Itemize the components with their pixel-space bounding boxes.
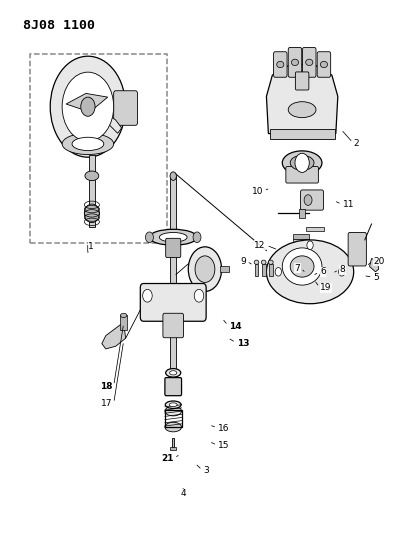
Ellipse shape [169, 403, 177, 407]
Bar [170, 325, 176, 373]
Ellipse shape [306, 59, 313, 66]
Text: 3: 3 [203, 466, 209, 475]
Text: 11: 11 [343, 200, 354, 209]
Text: 13: 13 [237, 338, 249, 348]
Text: 5: 5 [373, 273, 379, 281]
Ellipse shape [84, 204, 100, 223]
Bar [220, 266, 229, 272]
FancyBboxPatch shape [317, 52, 331, 77]
Text: 16: 16 [218, 424, 230, 433]
Bar [170, 256, 176, 285]
Ellipse shape [166, 368, 181, 377]
Circle shape [62, 72, 114, 141]
Text: 14: 14 [229, 321, 241, 330]
Bar [269, 130, 335, 139]
FancyBboxPatch shape [163, 313, 183, 338]
Ellipse shape [268, 260, 273, 264]
FancyBboxPatch shape [302, 47, 316, 77]
Circle shape [307, 241, 313, 249]
FancyBboxPatch shape [140, 284, 206, 321]
Ellipse shape [72, 138, 104, 150]
Bar [121, 316, 127, 330]
Bar [293, 234, 309, 239]
Circle shape [188, 247, 222, 292]
FancyBboxPatch shape [300, 190, 324, 210]
Bar [30, 54, 167, 243]
Polygon shape [66, 93, 108, 112]
FancyBboxPatch shape [114, 91, 137, 125]
Circle shape [142, 289, 152, 302]
Circle shape [275, 268, 281, 276]
Bar [255, 264, 258, 276]
Ellipse shape [159, 232, 187, 242]
Ellipse shape [261, 260, 266, 264]
Text: 17: 17 [101, 399, 113, 408]
FancyBboxPatch shape [288, 47, 302, 77]
FancyBboxPatch shape [286, 166, 318, 183]
Ellipse shape [290, 256, 314, 277]
Ellipse shape [266, 240, 354, 304]
Bar [293, 239, 309, 244]
Bar [269, 264, 273, 276]
Ellipse shape [165, 406, 181, 416]
Ellipse shape [282, 248, 322, 285]
Ellipse shape [277, 61, 284, 68]
Text: 6: 6 [320, 268, 326, 276]
Text: 15: 15 [218, 441, 230, 450]
Ellipse shape [170, 370, 177, 375]
FancyBboxPatch shape [273, 52, 287, 77]
Ellipse shape [320, 61, 328, 68]
Ellipse shape [254, 260, 259, 264]
Text: 19: 19 [320, 283, 332, 292]
Text: 12: 12 [254, 241, 265, 250]
Bar [170, 447, 176, 450]
Text: 1: 1 [88, 242, 94, 251]
Ellipse shape [62, 133, 114, 155]
Bar [165, 409, 181, 427]
Circle shape [295, 154, 309, 172]
FancyBboxPatch shape [165, 377, 181, 395]
FancyBboxPatch shape [348, 232, 367, 266]
Circle shape [81, 97, 95, 116]
Text: 7: 7 [295, 264, 300, 272]
Text: 20: 20 [373, 257, 385, 265]
Text: 4: 4 [180, 489, 186, 498]
Polygon shape [100, 112, 122, 133]
Polygon shape [102, 322, 126, 349]
Text: 21: 21 [161, 455, 174, 463]
Bar [299, 209, 305, 217]
Bar [170, 176, 176, 237]
Polygon shape [369, 259, 378, 272]
Text: 2: 2 [354, 139, 359, 148]
Ellipse shape [85, 171, 99, 181]
Ellipse shape [291, 59, 298, 66]
Polygon shape [266, 64, 338, 134]
Ellipse shape [149, 229, 197, 245]
Text: 10: 10 [252, 187, 263, 196]
Circle shape [304, 195, 312, 205]
FancyBboxPatch shape [166, 238, 181, 257]
Circle shape [50, 56, 126, 157]
Circle shape [339, 268, 345, 276]
Bar [261, 264, 265, 276]
Bar [306, 227, 324, 231]
Ellipse shape [288, 102, 316, 118]
Ellipse shape [282, 151, 322, 175]
FancyBboxPatch shape [295, 72, 309, 90]
Ellipse shape [121, 313, 127, 318]
Circle shape [170, 172, 176, 180]
Circle shape [195, 256, 215, 282]
Circle shape [193, 232, 201, 243]
Bar [89, 155, 95, 227]
Ellipse shape [165, 401, 181, 408]
Text: 8: 8 [340, 265, 345, 274]
Bar [172, 438, 174, 447]
Text: 18: 18 [100, 382, 113, 391]
Circle shape [194, 289, 204, 302]
Text: 8J08 1100: 8J08 1100 [23, 19, 94, 33]
Text: 9: 9 [240, 257, 246, 265]
Circle shape [145, 232, 153, 243]
Ellipse shape [290, 156, 314, 170]
Ellipse shape [165, 422, 181, 432]
